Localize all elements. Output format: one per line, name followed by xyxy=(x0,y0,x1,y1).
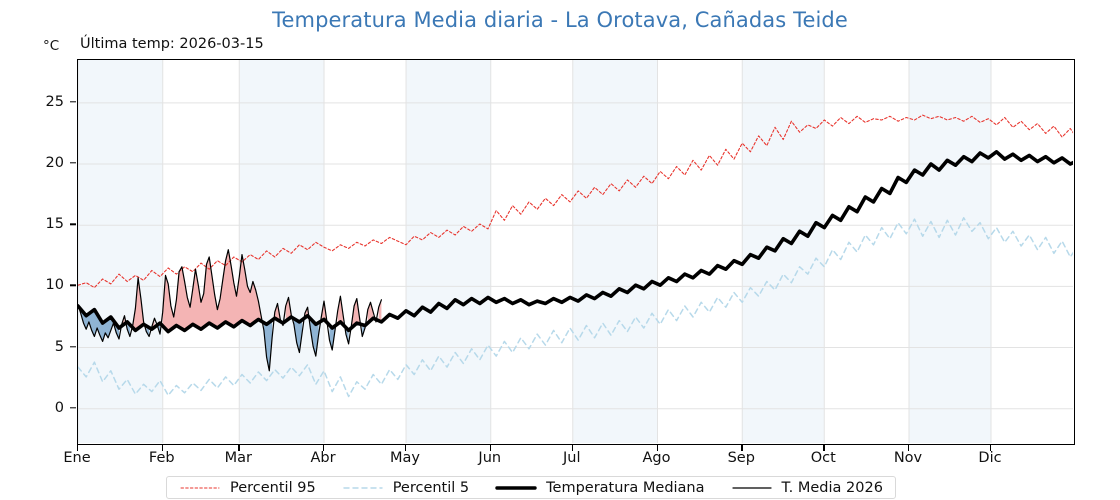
fill-above-median xyxy=(132,277,144,331)
x-tick-mark-jul xyxy=(571,445,574,451)
series-percentil-5 xyxy=(78,217,1073,398)
series-t-media-2026 xyxy=(78,249,382,372)
y-tick-mark-5 xyxy=(70,345,76,348)
x-tick-mark-jun xyxy=(489,445,492,451)
x-tick-mark-oct xyxy=(823,445,825,451)
legend-swatch-0 xyxy=(180,487,220,488)
y-tick-mark-15 xyxy=(70,223,76,225)
legend-label-1: Percentil 5 xyxy=(392,479,470,496)
page-title: Temperatura Media diaria - La Orotava, C… xyxy=(272,8,848,32)
y-tick-label-0: 0 xyxy=(54,399,64,416)
legend-label-2: Temperatura Mediana xyxy=(546,479,705,496)
y-tick-mark-10 xyxy=(70,284,76,287)
last-temp-label: Última temp: 2026-03-15 xyxy=(80,36,264,52)
series-percentil-95 xyxy=(78,114,1073,289)
legend-item-3[interactable]: T. Media 2026 xyxy=(731,480,883,496)
x-tick-label-jun: Jun xyxy=(478,450,502,466)
y-tick-label-15: 15 xyxy=(45,216,64,233)
month-band xyxy=(908,60,991,443)
x-tick-mark-ene xyxy=(77,445,79,451)
month-band xyxy=(78,60,163,443)
x-tick-label-nov: Nov xyxy=(893,450,923,466)
plot-area xyxy=(77,59,1075,445)
x-tick-label-abr: Abr xyxy=(310,450,336,466)
series-temperatura-mediana xyxy=(78,150,1073,334)
y-tick-label-20: 20 xyxy=(45,155,64,171)
legend-swatch-2 xyxy=(495,485,537,490)
y-tick-label-25: 25 xyxy=(45,93,64,110)
legend-item-2[interactable]: Temperatura Mediana xyxy=(495,479,705,496)
x-tick-label-dic: Dic xyxy=(978,450,1002,466)
month-band xyxy=(742,60,825,443)
y-tick-mark-0 xyxy=(70,407,76,409)
legend-label-3: T. Media 2026 xyxy=(781,479,883,496)
x-tick-mark-ago xyxy=(656,445,658,451)
x-tick-mark-abr xyxy=(323,445,325,451)
x-tick-label-sep: Sep xyxy=(727,450,755,466)
y-tick-label-5: 5 xyxy=(54,338,64,355)
x-tick-mark-sep xyxy=(741,445,743,451)
y-tick-label-10: 10 xyxy=(45,277,64,294)
month-band xyxy=(406,60,491,443)
x-tick-label-ago: Ago xyxy=(642,450,671,466)
fill-above-median xyxy=(162,249,262,332)
fill-above-median xyxy=(321,301,327,323)
month-band xyxy=(572,60,658,443)
legend-label-0: Percentil 95 xyxy=(230,479,316,496)
x-tick-label-jul: Jul xyxy=(563,450,581,466)
x-tick-mark-dic xyxy=(989,445,992,451)
y-axis-unit-label: °C xyxy=(43,38,60,54)
chart-legend: Percentil 95 Percentil 5 Temperatura Media… xyxy=(166,476,896,499)
x-tick-mark-feb xyxy=(161,445,164,451)
legend-item-0[interactable]: Percentil 95 xyxy=(179,480,316,496)
chart-svg xyxy=(78,60,1073,443)
fill-above-median xyxy=(337,296,344,325)
legend-swatch-1 xyxy=(342,486,383,489)
x-tick-label-oct: Oct xyxy=(810,450,836,466)
y-tick-mark-20 xyxy=(70,162,76,164)
x-tick-mark-mar xyxy=(238,445,240,451)
x-tick-label-ene: Ene xyxy=(63,450,91,466)
x-tick-label-feb: Feb xyxy=(148,450,175,466)
legend-swatch-3 xyxy=(731,486,772,489)
month-band xyxy=(239,60,325,443)
x-tick-label-mar: Mar xyxy=(224,450,252,466)
x-tick-mark-may xyxy=(405,445,407,451)
y-tick-mark-25 xyxy=(70,101,76,103)
x-tick-mark-nov xyxy=(907,445,910,451)
x-tick-label-may: May xyxy=(390,450,421,466)
legend-item-1[interactable]: Percentil 5 xyxy=(342,480,469,496)
